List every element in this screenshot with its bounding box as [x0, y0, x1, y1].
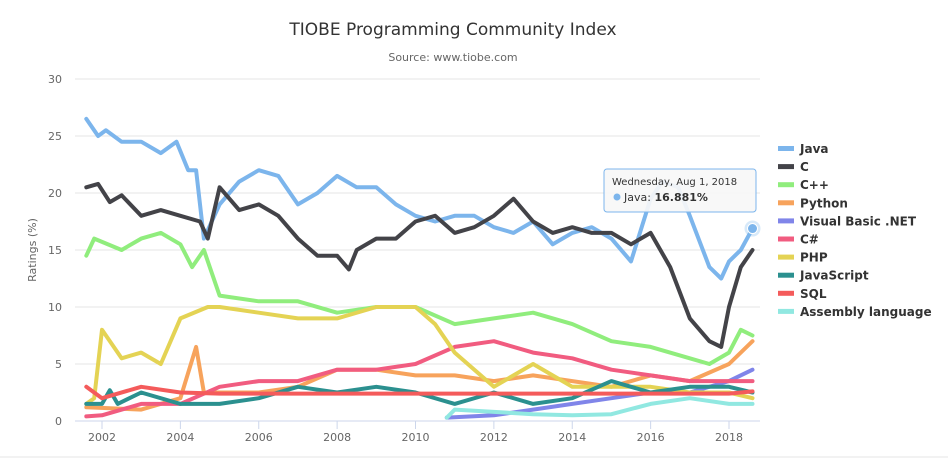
- series-line-javascript[interactable]: [84, 379, 755, 406]
- series-line-assembly-language[interactable]: [444, 396, 755, 420]
- legend-swatch: [778, 272, 794, 278]
- y-tick-label: 20: [48, 187, 62, 200]
- legend-label: Visual Basic .NET: [800, 214, 917, 228]
- legend-label: Java: [799, 142, 828, 156]
- legend-label: SQL: [800, 287, 827, 301]
- legend-swatch: [778, 164, 794, 170]
- series-line-sql[interactable]: [84, 384, 755, 401]
- tooltip: Wednesday, Aug 1, 2018 Java: 16.881%: [603, 168, 757, 213]
- legend-swatch: [778, 254, 794, 260]
- y-tick-label: 5: [55, 358, 62, 371]
- series-line-python[interactable]: [84, 339, 755, 412]
- legend-swatch: [778, 308, 794, 314]
- legend-item[interactable]: Visual Basic .NET: [778, 214, 917, 228]
- y-tick-label: 30: [48, 73, 62, 86]
- x-tick-label: 2012: [480, 431, 508, 444]
- legend-swatch: [778, 146, 794, 151]
- y-tick-label: 0: [55, 415, 62, 428]
- chart-subtitle: Source: www.tiobe.com: [388, 51, 517, 64]
- legend-swatch: [778, 182, 794, 188]
- tooltip-value: Java: 16.881%: [623, 191, 708, 204]
- y-tick-label: 15: [48, 244, 62, 257]
- legend-item[interactable]: PHP: [778, 251, 828, 265]
- x-tick-label: 2016: [637, 431, 665, 444]
- y-axis-title: Ratings (%): [26, 218, 39, 282]
- legend-item[interactable]: C: [778, 160, 809, 174]
- legend-swatch: [778, 200, 794, 206]
- legend-label: C++: [800, 178, 829, 192]
- legend-label: C#: [800, 233, 819, 247]
- legend-item[interactable]: SQL: [778, 287, 827, 301]
- y-tick-label: 25: [48, 130, 62, 143]
- legend-item[interactable]: C#: [778, 233, 819, 247]
- legend-label: C: [800, 160, 809, 174]
- legend-item[interactable]: Python: [778, 196, 848, 210]
- legend-item[interactable]: Assembly language: [778, 305, 932, 319]
- x-tick-label: 2004: [166, 431, 194, 444]
- x-tick-label: 2018: [715, 431, 743, 444]
- series-line-c++[interactable]: [84, 230, 755, 366]
- series-line-php[interactable]: [84, 305, 755, 406]
- hover-point[interactable]: [747, 223, 759, 235]
- legend-swatch: [778, 290, 794, 296]
- tooltip-date: Wednesday, Aug 1, 2018: [612, 177, 737, 188]
- x-tick-label: 2014: [558, 431, 586, 444]
- series-line-c[interactable]: [84, 181, 755, 349]
- x-tick-label: 2008: [323, 431, 351, 444]
- x-tick-label: 2002: [88, 431, 116, 444]
- legend-swatch: [778, 218, 794, 224]
- y-tick-label: 10: [48, 301, 62, 314]
- tooltip-box: [603, 168, 757, 213]
- tooltip-marker: [613, 193, 621, 201]
- legend-item[interactable]: Java: [778, 142, 828, 156]
- legend-item[interactable]: C++: [778, 178, 829, 192]
- legend-label: JavaScript: [799, 269, 869, 283]
- chart-title: TIOBE Programming Community Index: [288, 20, 616, 40]
- legend-label: PHP: [800, 251, 828, 265]
- legend-label: Assembly language: [800, 305, 932, 319]
- legend-item[interactable]: JavaScript: [778, 269, 869, 283]
- x-tick-label: 2010: [402, 431, 430, 444]
- x-tick-label: 2006: [245, 431, 273, 444]
- legend-swatch: [778, 236, 794, 242]
- legend-label: Python: [800, 196, 848, 210]
